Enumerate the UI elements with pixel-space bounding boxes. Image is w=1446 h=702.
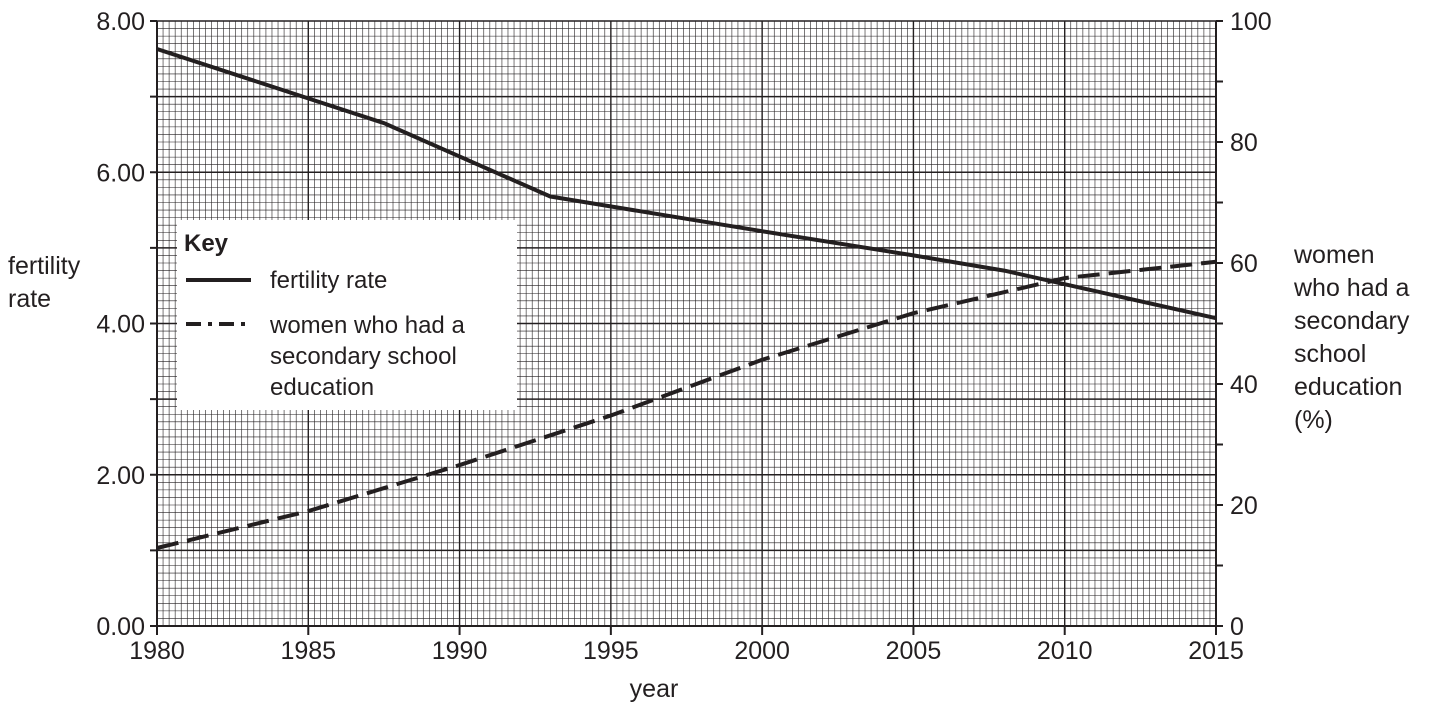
key-title: Key: [184, 230, 229, 257]
left-tick-label: 6.00: [96, 159, 145, 187]
fertility-line: [156, 47, 1217, 321]
right-axis-title-line2: who had a: [1293, 274, 1409, 302]
series-group: [156, 47, 1217, 550]
right-tick-label: 20: [1230, 492, 1258, 520]
right-axis-title-line6: (%): [1294, 406, 1333, 434]
right-axis-title-line4: school: [1294, 340, 1366, 368]
x-tick-label: 1990: [432, 637, 488, 665]
right-tick-label: 80: [1230, 129, 1258, 157]
left-axis-title-line2: rate: [8, 285, 51, 313]
grid: [156, 20, 1217, 627]
x-tick-label: 2010: [1037, 637, 1093, 665]
left-tick-label: 2.00: [96, 462, 145, 490]
x-tick-label: 1995: [583, 637, 639, 665]
right-axis-title-line1: women: [1293, 241, 1375, 269]
right-tick-label: 60: [1230, 250, 1258, 278]
x-tick-label: 2015: [1188, 637, 1244, 665]
left-tick-label: 8.00: [96, 8, 145, 36]
key-entry-education-label-line2: secondary school: [270, 343, 457, 370]
right-tick-label: 0: [1230, 613, 1244, 641]
x-axis-title: year: [630, 675, 679, 702]
x-tick-label: 1980: [129, 637, 185, 665]
right-axis-title-line3: secondary: [1294, 307, 1410, 335]
x-tick-label: 2000: [734, 637, 790, 665]
left-tick-label: 0.00: [96, 613, 145, 641]
key-legend: Key fertility rate women who had a secon…: [177, 220, 517, 410]
key-entry-education-label-line1: women who had a: [269, 312, 465, 339]
left-tick-label: 4.00: [96, 311, 145, 339]
x-tick-label: 2005: [886, 637, 942, 665]
axes: 1980 1985 1990 1995 2000 2005 2010 2015 0.00 2.00…: [96, 8, 1271, 665]
key-entry-fertility-label: fertility rate: [270, 267, 387, 294]
axis-titles: year fertility rate women who had a seco…: [8, 241, 1410, 702]
right-tick-label: 40: [1230, 371, 1258, 399]
x-tick-label: 1985: [280, 637, 336, 665]
key-entry-education-label-line3: education: [270, 374, 374, 401]
right-tick-label: 100: [1230, 8, 1272, 36]
key-background: [177, 220, 517, 410]
right-axis-title-line5: education: [1294, 373, 1402, 401]
left-axis-title-line1: fertility: [8, 252, 81, 280]
